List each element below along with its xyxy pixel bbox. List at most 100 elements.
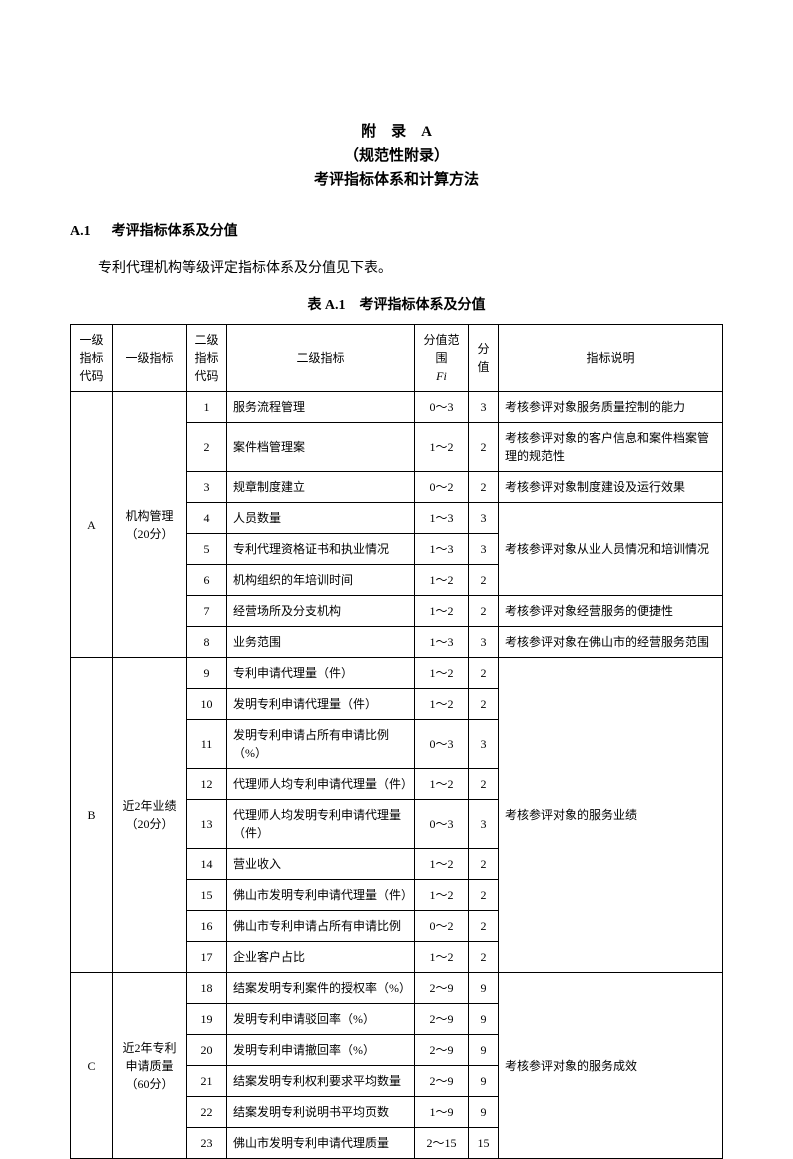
row-range: 0～2 bbox=[415, 911, 469, 942]
table-header-row: 一级指标代码 一级指标 二级指标代码 二级指标 分值范围 Fi 分值 指标说明 bbox=[71, 325, 723, 392]
row-index: 16 bbox=[187, 911, 227, 942]
page-container: 附 录 A （规范性附录） 考评指标体系和计算方法 A.1 考评指标体系及分值 … bbox=[0, 0, 793, 1122]
row-range: 1～3 bbox=[415, 534, 469, 565]
row-l2name: 佛山市发明专利申请代理质量 bbox=[227, 1128, 415, 1159]
row-desc: 考核参评对象制度建设及运行效果 bbox=[499, 472, 723, 503]
row-range: 1～2 bbox=[415, 880, 469, 911]
row-score: 2 bbox=[469, 942, 499, 973]
row-index: 2 bbox=[187, 423, 227, 472]
row-range: 0～3 bbox=[415, 800, 469, 849]
row-l2name: 发明专利申请撤回率（%） bbox=[227, 1035, 415, 1066]
row-index: 5 bbox=[187, 534, 227, 565]
row-l2name: 专利代理资格证书和执业情况 bbox=[227, 534, 415, 565]
row-l2name: 发明专利申请占所有申请比例（%） bbox=[227, 720, 415, 769]
row-l2name: 佛山市发明专利申请代理量（件） bbox=[227, 880, 415, 911]
row-range: 2～9 bbox=[415, 973, 469, 1004]
row-score: 3 bbox=[469, 534, 499, 565]
row-range: 1～2 bbox=[415, 596, 469, 627]
range-symbol: Fi bbox=[436, 369, 447, 383]
row-l2name: 结案发明专利权利要求平均数量 bbox=[227, 1066, 415, 1097]
row-score: 2 bbox=[469, 769, 499, 800]
group-code: B bbox=[71, 658, 113, 973]
row-score: 2 bbox=[469, 911, 499, 942]
header-line-2: （规范性附录） bbox=[70, 144, 723, 168]
row-range: 1～3 bbox=[415, 627, 469, 658]
row-index: 10 bbox=[187, 689, 227, 720]
row-score: 3 bbox=[469, 392, 499, 423]
table-row: C近2年专利申请质量（60分）18结案发明专利案件的授权率（%）2～99考核参评… bbox=[71, 973, 723, 1004]
section-heading: A.1 考评指标体系及分值 bbox=[70, 220, 723, 240]
row-range: 1～3 bbox=[415, 503, 469, 534]
row-l2name: 营业收入 bbox=[227, 849, 415, 880]
row-index: 6 bbox=[187, 565, 227, 596]
row-desc: 考核参评对象的服务业绩 bbox=[499, 658, 723, 973]
group-code: A bbox=[71, 392, 113, 658]
row-range: 2～9 bbox=[415, 1004, 469, 1035]
row-index: 11 bbox=[187, 720, 227, 769]
row-l2name: 发明专利申请代理量（件） bbox=[227, 689, 415, 720]
col-header-l1name: 一级指标 bbox=[113, 325, 187, 392]
row-l2name: 代理师人均发明专利申请代理量（件） bbox=[227, 800, 415, 849]
row-range: 1～2 bbox=[415, 423, 469, 472]
row-score: 9 bbox=[469, 973, 499, 1004]
row-index: 12 bbox=[187, 769, 227, 800]
row-score: 2 bbox=[469, 658, 499, 689]
row-index: 19 bbox=[187, 1004, 227, 1035]
row-l2name: 人员数量 bbox=[227, 503, 415, 534]
row-range: 0～3 bbox=[415, 720, 469, 769]
row-index: 14 bbox=[187, 849, 227, 880]
row-desc: 考核参评对象服务质量控制的能力 bbox=[499, 392, 723, 423]
row-desc: 考核参评对象经营服务的便捷性 bbox=[499, 596, 723, 627]
col-header-score: 分值 bbox=[469, 325, 499, 392]
row-score: 9 bbox=[469, 1004, 499, 1035]
row-score: 2 bbox=[469, 472, 499, 503]
row-index: 17 bbox=[187, 942, 227, 973]
row-range: 2～9 bbox=[415, 1066, 469, 1097]
row-range: 2～15 bbox=[415, 1128, 469, 1159]
row-desc: 考核参评对象在佛山市的经营服务范围 bbox=[499, 627, 723, 658]
row-score: 9 bbox=[469, 1066, 499, 1097]
row-range: 1～2 bbox=[415, 658, 469, 689]
row-l2name: 发明专利申请驳回率（%） bbox=[227, 1004, 415, 1035]
group-name: 机构管理（20分） bbox=[113, 392, 187, 658]
row-l2name: 机构组织的年培训时间 bbox=[227, 565, 415, 596]
table-caption: 表 A.1 考评指标体系及分值 bbox=[70, 294, 723, 314]
row-range: 2～9 bbox=[415, 1035, 469, 1066]
col-header-desc: 指标说明 bbox=[499, 325, 723, 392]
row-index: 9 bbox=[187, 658, 227, 689]
row-score: 2 bbox=[469, 423, 499, 472]
group-name: 近2年专利申请质量（60分） bbox=[113, 973, 187, 1159]
row-l2name: 服务流程管理 bbox=[227, 392, 415, 423]
row-index: 13 bbox=[187, 800, 227, 849]
row-l2name: 佛山市专利申请占所有申请比例 bbox=[227, 911, 415, 942]
row-score: 2 bbox=[469, 565, 499, 596]
row-score: 9 bbox=[469, 1035, 499, 1066]
row-range: 1～2 bbox=[415, 769, 469, 800]
group-code: C bbox=[71, 973, 113, 1159]
row-index: 4 bbox=[187, 503, 227, 534]
row-range: 0～3 bbox=[415, 392, 469, 423]
row-index: 3 bbox=[187, 472, 227, 503]
row-range: 0～2 bbox=[415, 472, 469, 503]
row-score: 2 bbox=[469, 596, 499, 627]
table-body: A机构管理（20分）1服务流程管理0～33考核参评对象服务质量控制的能力2案件档… bbox=[71, 392, 723, 1159]
evaluation-table: 一级指标代码 一级指标 二级指标代码 二级指标 分值范围 Fi 分值 指标说明 … bbox=[70, 324, 723, 1159]
row-index: 7 bbox=[187, 596, 227, 627]
row-desc: 考核参评对象的服务成效 bbox=[499, 973, 723, 1159]
row-l2name: 结案发明专利说明书平均页数 bbox=[227, 1097, 415, 1128]
row-l2name: 企业客户占比 bbox=[227, 942, 415, 973]
row-desc: 考核参评对象的客户信息和案件档案管理的规范性 bbox=[499, 423, 723, 472]
row-score: 3 bbox=[469, 627, 499, 658]
row-range: 1～2 bbox=[415, 689, 469, 720]
row-index: 8 bbox=[187, 627, 227, 658]
row-index: 1 bbox=[187, 392, 227, 423]
col-header-range: 分值范围 Fi bbox=[415, 325, 469, 392]
col-header-l1code: 一级指标代码 bbox=[71, 325, 113, 392]
group-name: 近2年业绩（20分） bbox=[113, 658, 187, 973]
row-score: 2 bbox=[469, 689, 499, 720]
table-row: B近2年业绩（20分）9专利申请代理量（件）1～22考核参评对象的服务业绩 bbox=[71, 658, 723, 689]
section-title: 考评指标体系及分值 bbox=[112, 224, 238, 239]
row-index: 21 bbox=[187, 1066, 227, 1097]
row-score: 15 bbox=[469, 1128, 499, 1159]
row-l2name: 经营场所及分支机构 bbox=[227, 596, 415, 627]
